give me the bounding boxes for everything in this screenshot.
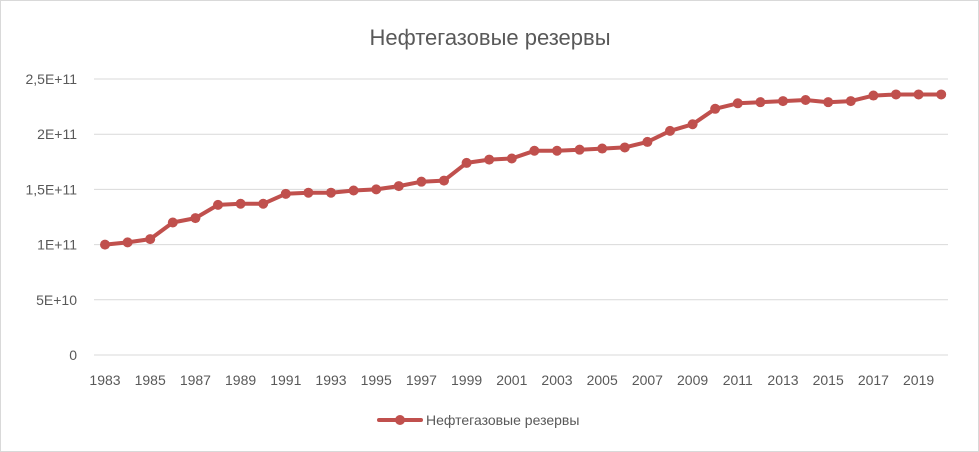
data-point (687, 119, 698, 130)
data-point (258, 198, 269, 209)
data-point (190, 213, 201, 224)
data-point (167, 217, 178, 228)
x-tick-label: 1989 (225, 372, 256, 388)
data-point (100, 239, 110, 250)
series-line (103, 92, 944, 247)
x-tick-label: 1999 (451, 372, 482, 388)
data-point (619, 142, 630, 153)
data-point (642, 136, 653, 147)
data-point (732, 98, 743, 109)
x-tick-label: 2019 (903, 372, 934, 388)
data-point (868, 90, 879, 101)
data-point (800, 94, 811, 105)
data-point (597, 143, 608, 154)
data-point (235, 198, 246, 209)
data-point (461, 157, 472, 168)
x-tick-label: 2001 (496, 372, 527, 388)
y-tick-label: 0 (69, 347, 77, 363)
x-tick-label: 2011 (723, 372, 753, 388)
gridlines (94, 78, 948, 356)
data-point (665, 125, 675, 136)
data-point (710, 103, 721, 114)
x-tick-label: 2015 (813, 372, 844, 388)
y-tick-label: 1,5E+11 (25, 181, 77, 197)
legend: Нефтегазовые резервы (377, 412, 579, 428)
data-point (552, 145, 562, 156)
y-tick-label: 2,5E+11 (25, 71, 77, 87)
data-point (393, 181, 404, 192)
data-point (122, 237, 133, 248)
x-axis-ticks: 1983 1985 1987 1989 1991 1993 1995 1997 1999 2001… (89, 372, 934, 388)
data-point (845, 96, 856, 107)
x-tick-label: 2003 (541, 372, 572, 388)
data-point (574, 144, 585, 155)
y-tick-label: 2E+11 (37, 126, 77, 142)
x-tick-label: 2005 (587, 372, 618, 388)
y-axis-ticks: 0 5E+10 1E+11 1,5E+11 2E+11 2,5E+11 (25, 71, 77, 363)
data-point (145, 234, 156, 245)
x-tick-label: 2017 (858, 372, 889, 388)
data-point (913, 89, 924, 100)
data-point (280, 188, 291, 199)
y-tick-label: 5E+10 (36, 292, 77, 308)
x-tick-label: 1991 (270, 372, 301, 388)
data-point (348, 185, 359, 196)
legend-marker-swatch (395, 415, 405, 425)
x-tick-label: 2009 (677, 372, 708, 388)
data-point (823, 97, 834, 108)
data-point (303, 187, 314, 198)
data-point (213, 199, 223, 210)
data-point (891, 89, 901, 100)
x-tick-label: 1993 (315, 372, 346, 388)
x-tick-label: 1997 (406, 372, 437, 388)
data-point (371, 184, 382, 195)
legend-entry-label: Нефтегазовые резервы (426, 412, 579, 428)
data-point (439, 175, 449, 186)
x-tick-label: 2007 (632, 372, 663, 388)
x-tick-label: 1995 (361, 372, 392, 388)
series-layer (100, 89, 947, 250)
chart-title: Нефтегазовые резервы (369, 25, 610, 50)
data-point (755, 97, 766, 108)
x-tick-label: 1987 (180, 372, 211, 388)
data-point (936, 89, 947, 100)
x-tick-label: 2013 (767, 372, 798, 388)
data-point (778, 96, 788, 107)
data-point (529, 145, 540, 156)
data-point (326, 187, 336, 198)
data-point (484, 154, 495, 165)
data-point (416, 176, 427, 187)
x-tick-label: 1983 (89, 372, 120, 388)
y-tick-label: 1E+11 (37, 237, 77, 253)
x-tick-label: 1985 (135, 372, 166, 388)
data-point (506, 153, 517, 164)
